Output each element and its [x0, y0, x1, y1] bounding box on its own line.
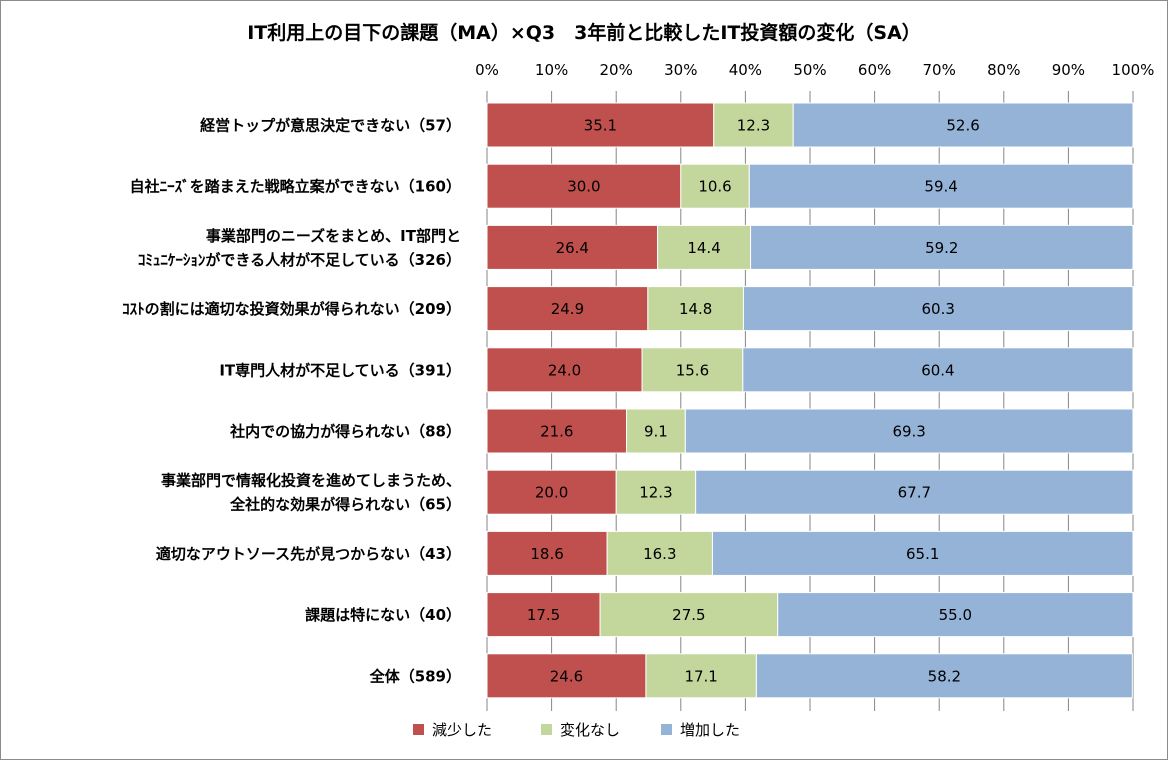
bar-segment-1 [486, 592, 601, 638]
category-label: 課題は特にない（40） [305, 606, 461, 624]
legend-label: 減少した [432, 721, 492, 739]
data-label: 18.6 [530, 545, 563, 563]
bar-segment-2 [615, 469, 697, 515]
legend-swatch [413, 724, 424, 735]
data-label: 24.6 [550, 667, 583, 685]
bar-segment-1 [486, 469, 617, 515]
data-label: 35.1 [584, 117, 617, 135]
x-tick-label: 70% [923, 61, 956, 79]
data-label: 58.2 [928, 667, 961, 685]
bar-segment-2 [606, 530, 713, 576]
category-label: 適切なアウトソース先が見つからない（43） [156, 545, 461, 563]
bar-segment-2 [647, 286, 744, 332]
data-label: 12.3 [639, 484, 672, 502]
data-label: 30.0 [567, 178, 600, 196]
data-label: 14.8 [679, 300, 712, 318]
data-label: 10.6 [698, 178, 731, 196]
x-tick-label: 30% [664, 61, 697, 79]
category-label: 社内での協力が得られない（88） [229, 423, 461, 441]
data-label: 59.4 [924, 178, 957, 196]
bar-segment-3 [742, 347, 1134, 393]
data-label: 65.1 [906, 545, 939, 563]
bar-segment-3 [777, 592, 1134, 638]
bar-segment-1 [486, 224, 659, 270]
bar-segment-2 [626, 408, 686, 454]
x-tick-label: 10% [535, 61, 568, 79]
data-label: 21.6 [540, 423, 573, 441]
category-label: ｺｽﾄの割には適切な投資効果が得られない（209） [122, 300, 461, 318]
bar-segment-1 [486, 163, 682, 209]
data-label: 12.3 [737, 117, 770, 135]
bar-segment-3 [684, 408, 1134, 454]
x-tick-label: 90% [1052, 61, 1085, 79]
bar-segment-2 [680, 163, 750, 209]
bar-segment-3 [748, 163, 1134, 209]
data-label: 27.5 [672, 606, 705, 624]
x-tick-label: 0% [475, 61, 499, 79]
bar-segment-3 [742, 286, 1134, 332]
data-label: 17.5 [527, 606, 560, 624]
bar-segment-2 [641, 347, 744, 393]
category-labels: 経営トップが意思決定できない（57） 自社ﾆｰｽﾞを踏まえた戦略立案ができない（1… [122, 117, 461, 686]
data-label: 9.1 [644, 423, 668, 441]
bar-segment-3 [695, 469, 1134, 515]
bar-segment-3 [792, 102, 1134, 148]
x-tick-label: 40% [729, 61, 762, 79]
data-labels: 35.1 12.3 52.6 30.0 10.6 59.4 26.4 14.4 59.2 24.9… [527, 117, 980, 686]
x-axis-tick-labels: 0% 10% 20% 30% 40% 50% 60% 70% 80% 90% 100% [475, 61, 1154, 79]
data-label: 17.1 [684, 667, 717, 685]
bar-segment-3 [755, 653, 1133, 699]
x-tick-label: 50% [793, 61, 826, 79]
data-label: 60.3 [922, 300, 955, 318]
bar-segment-2 [599, 592, 779, 638]
legend: 減少した 変化なし 増加した [413, 721, 740, 739]
data-label: 67.7 [898, 484, 931, 502]
bar-segment-1 [486, 530, 608, 576]
category-label: 事業部門のニーズをまとめ、IT部門と [206, 227, 461, 245]
data-label: 20.0 [535, 484, 568, 502]
data-label: 24.0 [548, 361, 581, 379]
data-label: 14.4 [687, 239, 720, 257]
data-label: 55.0 [939, 606, 972, 624]
bar-segment-2 [645, 653, 757, 699]
data-label: 59.2 [925, 239, 958, 257]
x-tick-label: 80% [987, 61, 1020, 79]
x-tick-label: 20% [600, 61, 633, 79]
legend-label: 変化なし [560, 721, 620, 739]
category-label: 事業部門で情報化投資を進めてしまうため、 [161, 472, 461, 490]
bar-segment-1 [486, 286, 649, 332]
category-label: 自社ﾆｰｽﾞを踏まえた戦略立案ができない（160） [130, 178, 461, 196]
data-label: 24.9 [551, 300, 584, 318]
data-label: 26.4 [556, 239, 589, 257]
chart-title: IT利用上の目下の課題（MA）×Q3 3年前と比較したIT投資額の変化（SA） [247, 21, 921, 44]
category-label: IT専門人材が不足している（391） [219, 361, 461, 379]
data-label: 15.6 [676, 361, 709, 379]
bar-segment-1 [486, 408, 628, 454]
category-label: 全社的な効果が得られない（65） [229, 496, 461, 514]
bar-segment-3 [750, 224, 1134, 270]
data-label: 16.3 [643, 545, 676, 563]
category-label: 全体（589） [369, 667, 461, 685]
x-tick-label: 100% [1112, 61, 1155, 79]
legend-swatch [661, 724, 672, 735]
bar-segment-2 [713, 102, 794, 148]
x-tick-label: 60% [858, 61, 891, 79]
bar-segment-3 [711, 530, 1134, 576]
bar-segment-1 [486, 347, 643, 393]
legend-label: 増加した [680, 721, 740, 739]
data-label: 69.3 [892, 423, 925, 441]
bar-segment-1 [486, 102, 715, 148]
bar-segments [486, 102, 1134, 699]
data-label: 52.6 [946, 117, 979, 135]
category-label: 経営トップが意思決定できない（57） [200, 117, 461, 135]
category-label: ｺﾐｭﾆｹｰｼｮﾝができる人材が不足している（326） [138, 251, 461, 269]
legend-swatch [541, 724, 552, 735]
data-label: 60.4 [921, 361, 954, 379]
